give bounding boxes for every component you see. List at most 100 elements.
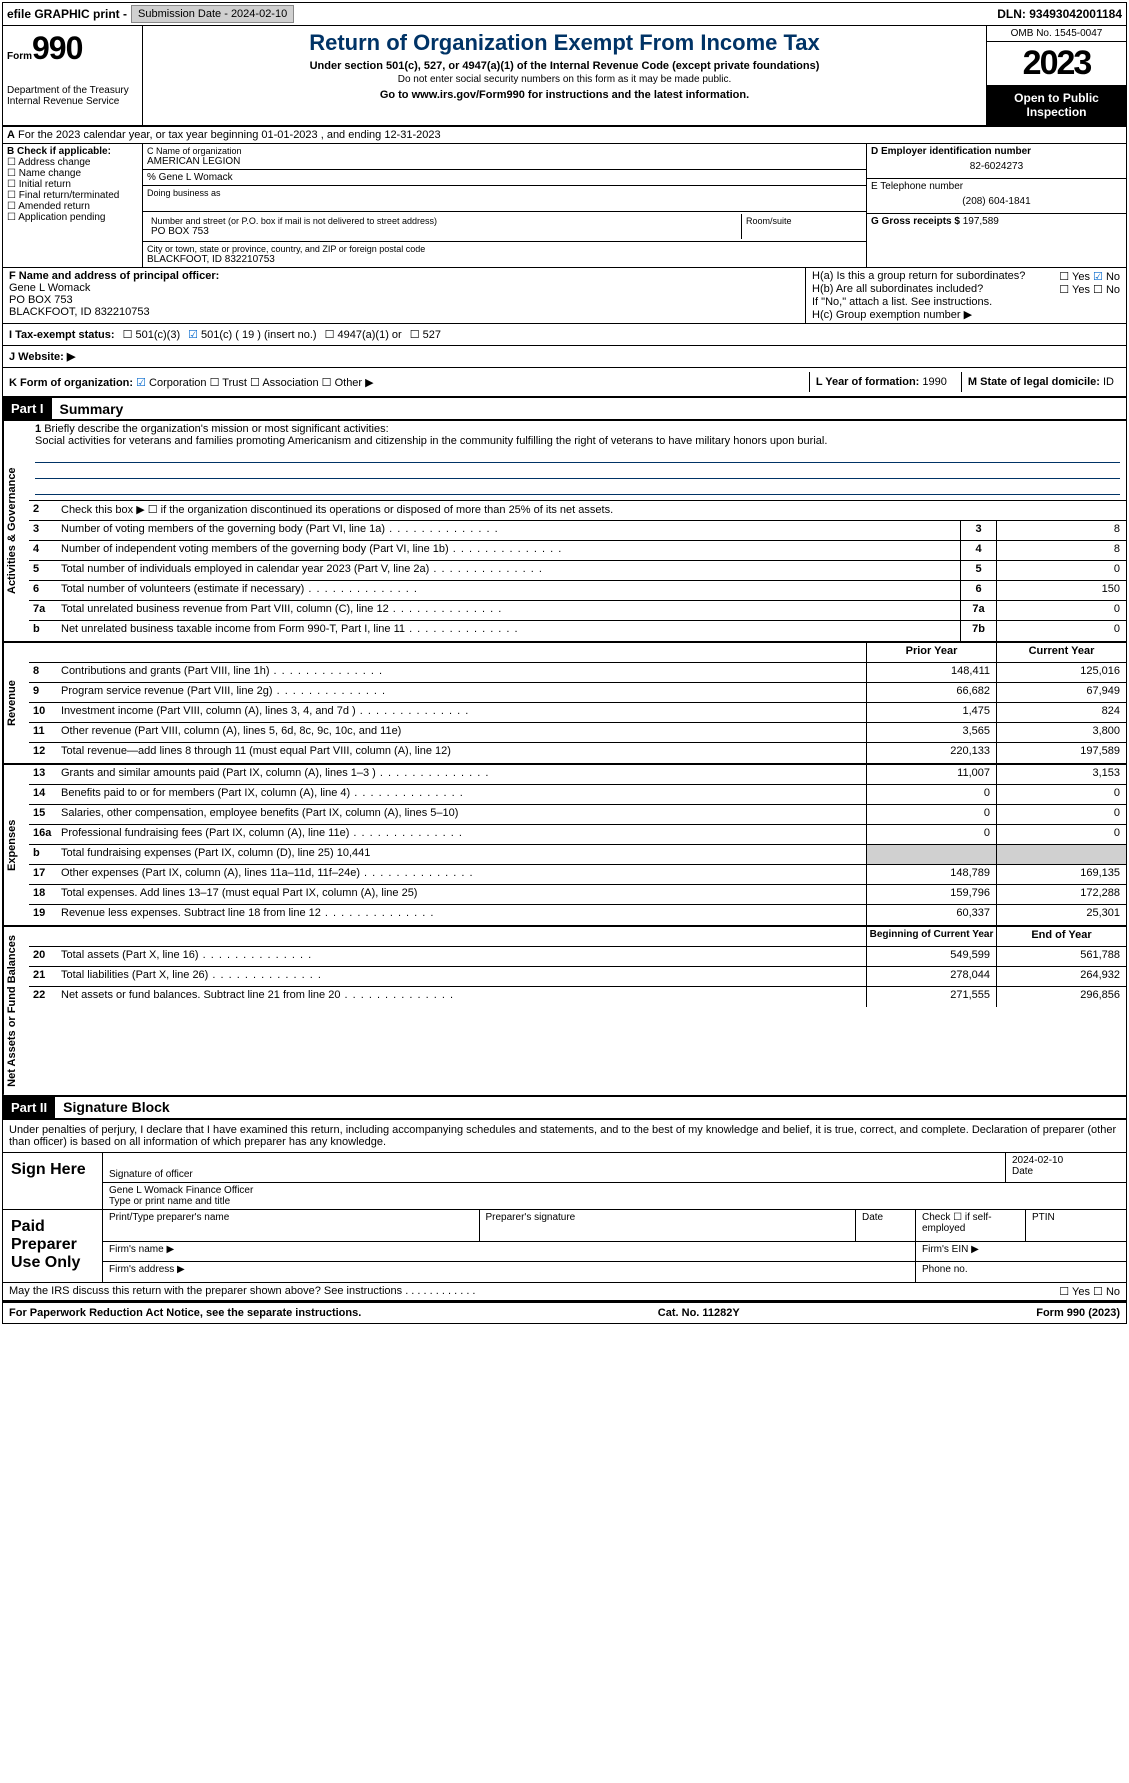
summary-activities-governance: Activities & Governance 1 Briefly descri…	[3, 421, 1126, 643]
l16a-curr: 0	[996, 825, 1126, 844]
l12-txt: Total revenue—add lines 8 through 11 (mu…	[57, 743, 866, 763]
h-b-no[interactable]: No	[1093, 284, 1120, 296]
officer-name: Gene L Womack	[9, 282, 799, 294]
year-formation-label: L Year of formation:	[816, 376, 920, 388]
summary-net-assets: Net Assets or Fund Balances Beginning of…	[3, 927, 1126, 1097]
l11-curr: 3,800	[996, 723, 1126, 742]
firm-ein-label: Firm's EIN ▶	[916, 1242, 1126, 1261]
l9-curr: 67,949	[996, 683, 1126, 702]
l19-curr: 25,301	[996, 905, 1126, 925]
check-name-change[interactable]: Name change	[7, 168, 138, 179]
l17-num: 17	[29, 865, 57, 884]
l7b-num: b	[29, 621, 57, 641]
l16a-num: 16a	[29, 825, 57, 844]
submission-date-button[interactable]: Submission Date - 2024-02-10	[131, 5, 294, 23]
l15-prior: 0	[866, 805, 996, 824]
line-k-l-m: K Form of organization: Corporation Trus…	[3, 368, 1126, 398]
l14-prior: 0	[866, 785, 996, 804]
check-501c3[interactable]: 501(c)(3)	[123, 328, 181, 341]
l6-box: 6	[960, 581, 996, 600]
l10-prior: 1,475	[866, 703, 996, 722]
l22-prior: 271,555	[866, 987, 996, 1007]
sig-date-label: Date	[1012, 1166, 1033, 1177]
check-final-return[interactable]: Final return/terminated	[7, 190, 138, 201]
tax-year: 2023	[987, 42, 1126, 85]
ein-value: 82-6024273	[871, 157, 1122, 176]
check-address-change[interactable]: Address change	[7, 157, 138, 168]
check-trust[interactable]: Trust	[210, 377, 247, 389]
gross-receipts-value: 197,589	[963, 216, 999, 227]
ein-label: D Employer identification number	[871, 146, 1031, 157]
l5-num: 5	[29, 561, 57, 580]
form-number: 990	[32, 30, 82, 66]
ptin-label: PTIN	[1026, 1210, 1126, 1241]
h-a-no[interactable]: No	[1093, 271, 1120, 283]
section-f-h: F Name and address of principal officer:…	[3, 268, 1126, 324]
l20-txt: Total assets (Part X, line 16)	[57, 947, 866, 966]
l3-val: 8	[996, 521, 1126, 540]
officer-addr1: PO BOX 753	[9, 294, 799, 306]
l22-num: 22	[29, 987, 57, 1007]
l16b-curr-shaded	[996, 845, 1126, 864]
open-public-inspection: Open to Public Inspection	[987, 85, 1126, 125]
part-2-title: Signature Block	[55, 1097, 178, 1117]
l13-num: 13	[29, 765, 57, 784]
l22-txt: Net assets or fund balances. Subtract li…	[57, 987, 866, 1007]
header-right: OMB No. 1545-0047 2023 Open to Public In…	[986, 26, 1126, 125]
l14-curr: 0	[996, 785, 1126, 804]
cat-number: Cat. No. 11282Y	[658, 1307, 740, 1319]
form-990-container: efile GRAPHIC print - Submission Date - …	[2, 2, 1127, 1324]
check-501c[interactable]: 501(c) ( 19 ) (insert no.)	[188, 328, 316, 341]
check-corporation[interactable]: Corporation	[136, 377, 206, 389]
check-4947a1[interactable]: 4947(a)(1) or	[325, 328, 402, 341]
room-label: Room/suite	[746, 216, 858, 226]
form-page-label: Form 990 (2023)	[1036, 1307, 1120, 1319]
l13-prior: 11,007	[866, 765, 996, 784]
box-h: H(a) Is this a group return for subordin…	[806, 268, 1126, 323]
sidebar-activities: Activities & Governance	[3, 421, 29, 641]
h-b-yes[interactable]: Yes	[1059, 284, 1090, 296]
check-application-pending[interactable]: Application pending	[7, 212, 138, 223]
self-employed-check[interactable]: Check ☐ if self-employed	[916, 1210, 1026, 1241]
l7a-val: 0	[996, 601, 1126, 620]
website-label: J Website: ▶	[9, 350, 75, 363]
l20-num: 20	[29, 947, 57, 966]
omb-number: OMB No. 1545-0047	[987, 26, 1126, 42]
discuss-yes[interactable]: Yes	[1059, 1286, 1090, 1298]
l15-curr: 0	[996, 805, 1126, 824]
l22-curr: 296,856	[996, 987, 1126, 1007]
l19-num: 19	[29, 905, 57, 925]
paperwork-notice: For Paperwork Reduction Act Notice, see …	[9, 1307, 361, 1319]
l4-num: 4	[29, 541, 57, 560]
l21-prior: 278,044	[866, 967, 996, 986]
l16a-txt: Professional fundraising fees (Part IX, …	[57, 825, 866, 844]
paid-preparer-row: Paid Preparer Use Only Print/Type prepar…	[3, 1210, 1126, 1283]
l16a-prior: 0	[866, 825, 996, 844]
part-1-header: Part I Summary	[3, 398, 1126, 421]
l17-curr: 169,135	[996, 865, 1126, 884]
h-a-yes[interactable]: Yes	[1059, 271, 1090, 283]
l7a-txt: Total unrelated business revenue from Pa…	[57, 601, 960, 620]
check-association[interactable]: Association	[250, 377, 319, 389]
goto-link[interactable]: Go to www.irs.gov/Form990 for instructio…	[151, 89, 978, 101]
l11-num: 11	[29, 723, 57, 742]
street-value: PO BOX 753	[151, 226, 737, 237]
firm-name-label: Firm's name ▶	[103, 1242, 916, 1261]
sidebar-revenue: Revenue	[3, 643, 29, 763]
type-name-label: Type or print name and title	[109, 1196, 230, 1207]
check-initial-return[interactable]: Initial return	[7, 179, 138, 190]
year-formation-value: 1990	[922, 376, 946, 388]
part-1-badge: Part I	[3, 398, 52, 419]
col-end-year: End of Year	[996, 927, 1126, 946]
check-527[interactable]: 527	[410, 328, 441, 341]
l5-box: 5	[960, 561, 996, 580]
l15-num: 15	[29, 805, 57, 824]
line-j: J Website: ▶	[3, 346, 1126, 368]
discuss-no[interactable]: No	[1093, 1286, 1120, 1298]
box-b-label: B Check if applicable:	[7, 146, 111, 157]
box-c: C Name of organization AMERICAN LEGION %…	[143, 144, 866, 267]
check-amended-return[interactable]: Amended return	[7, 201, 138, 212]
l17-prior: 148,789	[866, 865, 996, 884]
check-other[interactable]: Other ▶	[322, 377, 374, 389]
care-of: % Gene L Womack	[147, 172, 862, 183]
